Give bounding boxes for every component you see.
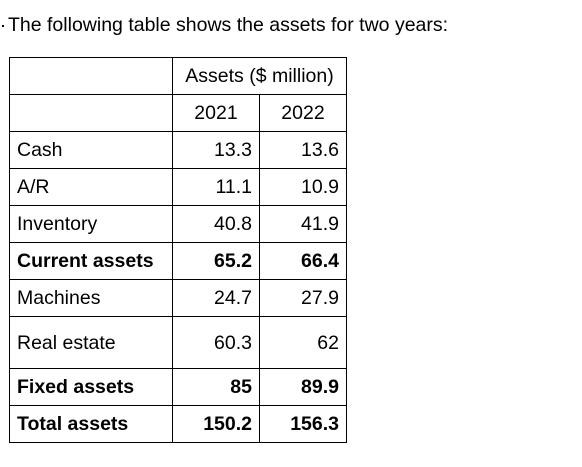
- table-header-row-years: 2021 2022: [9, 94, 347, 132]
- intro-text: The following table shows the assets for…: [8, 14, 449, 36]
- row-label: Total assets: [9, 405, 173, 443]
- row-label: Machines: [9, 279, 173, 317]
- value-2022: 13.6: [259, 131, 347, 169]
- empty-header-cell: [9, 57, 173, 95]
- row-label: Inventory: [9, 205, 173, 243]
- value-2021: 60.3: [172, 316, 260, 369]
- table-row-ar: A/R 11.1 10.9: [9, 168, 347, 206]
- table-row-fixed-assets: Fixed assets 85 89.9: [9, 368, 347, 406]
- value-2022: 27.9: [259, 279, 347, 317]
- table-row-real-estate: Real estate 60.3 62: [9, 316, 347, 369]
- group-header-cell: Assets ($ million): [172, 57, 347, 95]
- row-label: Current assets: [9, 242, 173, 280]
- empty-header-cell: [9, 94, 173, 132]
- table-header-row-group: Assets ($ million): [9, 57, 347, 95]
- bullet-mark: [2, 24, 4, 27]
- value-2021: 150.2: [172, 405, 260, 443]
- row-label: Fixed assets: [9, 368, 173, 406]
- value-2022: 41.9: [259, 205, 347, 243]
- value-2022: 62: [259, 316, 347, 369]
- table-row-cash: Cash 13.3 13.6: [9, 131, 347, 169]
- value-2022: 66.4: [259, 242, 347, 280]
- table-row-current-assets: Current assets 65.2 66.4: [9, 242, 347, 280]
- value-2022: 89.9: [259, 368, 347, 406]
- value-2022: 156.3: [259, 405, 347, 443]
- value-2021: 40.8: [172, 205, 260, 243]
- year-header-2022: 2022: [259, 94, 347, 132]
- value-2021: 13.3: [172, 131, 260, 169]
- value-2022: 10.9: [259, 168, 347, 206]
- value-2021: 11.1: [172, 168, 260, 206]
- assets-table: Assets ($ million) 2021 2022 Cash 13.3 1…: [9, 57, 347, 443]
- row-label: Cash: [9, 131, 173, 169]
- intro-line: The following table shows the assets for…: [2, 14, 448, 37]
- table-row-machines: Machines 24.7 27.9: [9, 279, 347, 317]
- year-header-2021: 2021: [172, 94, 260, 132]
- table-row-inventory: Inventory 40.8 41.9: [9, 205, 347, 243]
- value-2021: 24.7: [172, 279, 260, 317]
- row-label: A/R: [9, 168, 173, 206]
- table-row-total-assets: Total assets 150.2 156.3: [9, 405, 347, 443]
- value-2021: 85: [172, 368, 260, 406]
- value-2021: 65.2: [172, 242, 260, 280]
- row-label: Real estate: [9, 316, 173, 369]
